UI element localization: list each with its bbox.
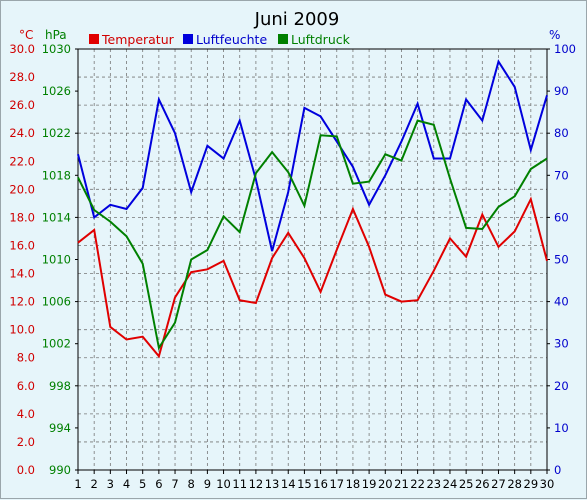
legend-label-pressure: Luftdruck xyxy=(291,32,351,47)
pressure-tick-label: 1010 xyxy=(42,253,71,267)
temperature-tick-label: 26.0 xyxy=(9,98,35,112)
temperature-unit-label: °C xyxy=(19,28,33,42)
x-tick-label: 21 xyxy=(394,477,409,491)
x-tick-label: 12 xyxy=(249,477,264,491)
temperature-tick-label: 4.0 xyxy=(17,407,35,421)
pressure-tick-label: 1030 xyxy=(42,42,71,56)
x-tick-label: 6 xyxy=(155,477,162,491)
humidity-tick-label: 0 xyxy=(554,463,561,477)
x-tick-label: 19 xyxy=(362,477,377,491)
x-tick-label: 29 xyxy=(524,477,539,491)
x-tick-label: 5 xyxy=(139,477,146,491)
pressure-tick-label: 1002 xyxy=(42,337,71,351)
legend-swatch-pressure xyxy=(278,34,288,44)
x-tick-label: 30 xyxy=(540,477,555,491)
x-tick-label: 28 xyxy=(507,477,522,491)
series-line-temperature xyxy=(77,196,548,359)
humidity-tick-label: 50 xyxy=(554,253,569,267)
x-tick-label: 15 xyxy=(297,477,312,491)
humidity-unit-label: % xyxy=(549,28,560,42)
humidity-tick-label: 10 xyxy=(554,421,569,435)
temperature-tick-label: 14.0 xyxy=(9,267,35,281)
pressure-tick-label: 1018 xyxy=(42,168,71,182)
humidity-tick-label: 20 xyxy=(554,379,569,393)
temperature-tick-label: 30.0 xyxy=(9,42,35,56)
humidity-tick-label: 30 xyxy=(554,337,569,351)
x-tick-label: 25 xyxy=(459,477,474,491)
x-tick-label: 3 xyxy=(107,477,114,491)
temperature-tick-label: 16.0 xyxy=(9,238,35,252)
x-tick-label: 13 xyxy=(265,477,280,491)
x-axis-ticks: 1 2 3 4 5 6 7 8 9 10 11 12 13 14 15 16 17 18 19 20 21 22 23 24 2… xyxy=(74,470,554,491)
temperature-tick-label: 6.0 xyxy=(17,379,35,393)
legend: Temperatur Luftfeuchte Luftdruck xyxy=(89,32,351,47)
legend-swatch-temperature xyxy=(89,34,99,44)
humidity-tick-label: 40 xyxy=(554,295,569,309)
pressure-tick-label: 1014 xyxy=(42,210,71,224)
pressure-tick-label: 1022 xyxy=(42,126,71,140)
humidity-tick-label: 90 xyxy=(554,84,569,98)
x-tick-label: 10 xyxy=(216,477,231,491)
legend-item-humidity: Luftfeuchte xyxy=(183,32,267,47)
humidity-axis-ticks: 0 10 20 30 40 50 60 70 80 90 100 xyxy=(547,42,576,477)
x-tick-label: 2 xyxy=(91,477,98,491)
temperature-tick-label: 0.0 xyxy=(17,463,35,477)
temperature-tick-label: 20.0 xyxy=(9,182,35,196)
pressure-tick-label: 990 xyxy=(49,463,71,477)
temperature-tick-label: 10.0 xyxy=(9,323,35,337)
x-tick-label: 11 xyxy=(232,477,247,491)
pressure-tick-label: 998 xyxy=(49,379,71,393)
legend-item-temperature: Temperatur xyxy=(89,32,175,47)
pressure-tick-label: 994 xyxy=(49,421,71,435)
chart-title: Juni 2009 xyxy=(254,9,340,30)
x-tick-label: 27 xyxy=(491,477,506,491)
temperature-tick-label: 18.0 xyxy=(9,210,35,224)
legend-label-humidity: Luftfeuchte xyxy=(196,32,267,47)
temperature-tick-label: 8.0 xyxy=(17,351,35,365)
x-tick-label: 7 xyxy=(171,477,178,491)
pressure-unit-label: hPa xyxy=(45,28,67,42)
series-lines xyxy=(77,59,548,359)
x-tick-label: 8 xyxy=(188,477,195,491)
legend-item-pressure: Luftdruck xyxy=(278,32,351,47)
pressure-tick-label: 1026 xyxy=(42,84,71,98)
humidity-tick-label: 70 xyxy=(554,168,569,182)
x-tick-label: 22 xyxy=(410,477,425,491)
temperature-tick-label: 24.0 xyxy=(9,126,35,140)
x-tick-label: 1 xyxy=(74,477,81,491)
legend-label-temperature: Temperatur xyxy=(101,32,175,47)
x-tick-label: 20 xyxy=(378,477,393,491)
legend-swatch-humidity xyxy=(183,34,193,44)
series-line-pressure xyxy=(77,119,548,351)
x-tick-label: 24 xyxy=(443,477,458,491)
x-tick-label: 17 xyxy=(329,477,344,491)
humidity-tick-label: 60 xyxy=(554,210,569,224)
humidity-tick-label: 100 xyxy=(554,42,576,56)
x-tick-label: 26 xyxy=(475,477,490,491)
x-tick-label: 14 xyxy=(281,477,296,491)
temperature-tick-label: 12.0 xyxy=(9,295,35,309)
x-tick-label: 4 xyxy=(123,477,130,491)
x-tick-label: 9 xyxy=(204,477,211,491)
humidity-tick-label: 80 xyxy=(554,126,569,140)
x-tick-label: 18 xyxy=(346,477,361,491)
temperature-axis-ticks: 0.0 2.0 4.0 6.0 8.0 10.0 12.0 14.0 16.0 18.0 20.0 2… xyxy=(9,42,35,477)
pressure-tick-label: 1006 xyxy=(42,295,71,309)
x-tick-label: 23 xyxy=(426,477,441,491)
series-line-humidity xyxy=(77,59,548,252)
temperature-tick-label: 2.0 xyxy=(17,435,35,449)
temperature-tick-label: 28.0 xyxy=(9,70,35,84)
x-tick-label: 16 xyxy=(313,477,328,491)
temperature-tick-label: 22.0 xyxy=(9,154,35,168)
pressure-axis-ticks: 990 994 998 1002 1006 1010 1014 1018 1022 1026 103… xyxy=(42,42,78,477)
